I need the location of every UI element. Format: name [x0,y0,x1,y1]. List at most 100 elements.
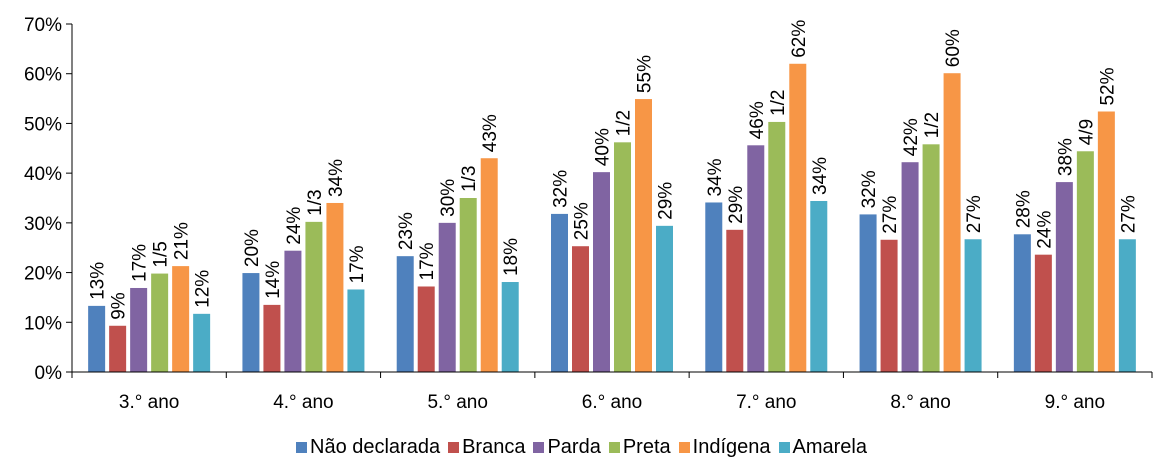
data-label: 21% [172,222,193,260]
data-label: 1/2 [614,110,635,136]
bar [305,221,323,372]
data-label: 24% [284,207,305,245]
legend-item: Não declarada [296,436,440,459]
legend-label: Amarela [792,436,867,458]
y-tick-label: 70% [24,15,62,36]
bar [572,246,589,372]
bar [901,162,919,372]
bar [109,325,127,372]
legend-swatch [778,442,790,453]
data-label: 55% [635,55,656,93]
bar [1034,254,1052,372]
data-label: 27% [880,196,901,234]
bar [480,158,498,372]
data-label: 1/3 [459,166,480,192]
bar [396,256,414,372]
data-label: 25% [572,202,593,240]
bar [1118,239,1136,372]
bar [614,142,631,372]
data-label: 43% [480,114,501,152]
data-label: 20% [242,229,263,267]
legend-swatch [296,442,307,453]
data-label: 13% [88,262,109,300]
y-tick-label: 30% [24,214,62,235]
data-label: 32% [551,170,572,208]
data-label: 14% [263,261,284,299]
y-tick-label: 40% [24,164,62,185]
data-label: 34% [326,159,347,197]
x-category-label: 5.° ano [427,392,487,413]
bar [417,286,435,372]
data-label: 40% [593,128,614,166]
data-label: 27% [964,195,985,233]
legend-label: Indígena [692,436,771,458]
data-label: 32% [859,170,880,208]
data-label: 1/2 [768,90,789,116]
legend-item: Parda [533,436,601,459]
data-label: 18% [501,238,522,276]
data-label: 42% [901,118,922,156]
data-labels: 13% 20% 23% 32% 34% 32% 28% 9% 14% 17% 25% 29% 27% 24… [88,20,1140,320]
legend-label: Não declarada [310,436,441,458]
bar [501,282,519,372]
bar [151,273,169,372]
y-tick-label: 20% [24,264,62,285]
bar [747,145,765,372]
data-label: 27% [1118,195,1139,233]
bar [1097,111,1115,373]
data-label: 1/5 [151,241,172,267]
legend-label: Preta [622,436,671,458]
y-tick-label: 10% [24,313,62,334]
data-label: 17% [130,244,151,282]
bar [326,202,344,372]
x-category-label: 6.° ano [582,392,642,413]
bar [810,200,828,372]
legend-swatch [533,442,545,453]
bar [943,73,961,373]
x-category-label: 9.° ano [1045,392,1105,413]
data-label: 28% [1013,190,1034,228]
legend-swatch [678,442,690,453]
bar [1076,151,1094,372]
legend-label: Parda [547,436,601,458]
data-label: 52% [1097,67,1118,105]
legend-item: Indígena [678,436,771,459]
bar [635,99,652,372]
data-label: 34% [705,158,726,196]
data-label: 29% [656,182,677,220]
data-label: 17% [417,242,438,280]
x-category-label: 3.° ano [119,392,179,413]
legend-swatch [448,442,460,453]
bar [859,214,877,372]
data-label: 30% [438,179,459,217]
data-label: 38% [1055,138,1076,176]
legend-item: Branca [448,436,525,459]
bar [705,202,723,372]
data-label: 1/3 [305,189,326,215]
x-category-label: 7.° ano [736,392,796,413]
data-label: 1/2 [922,112,943,138]
data-label: 4/9 [1076,119,1097,145]
bar [88,305,106,372]
bar [172,266,190,372]
data-label: 9% [109,292,130,320]
data-label: 17% [347,245,368,283]
bar [656,225,673,372]
bar [1013,234,1031,372]
y-tick-label: 60% [24,65,62,86]
y-tick-label: 0% [35,363,63,384]
x-category-label: 8.° ano [890,392,950,413]
bar [193,313,211,372]
y-axis-ticks: 0% 10% 20% 30% 40% 50% 60% 70% [24,15,72,384]
bar [459,198,477,372]
bar [726,229,744,372]
bar [768,121,786,373]
bar [880,239,898,372]
legend-label: Branca [462,436,526,458]
legend: Não declarada Branca Parda Preta Indígena Ama… [0,436,1163,459]
bar [263,304,281,372]
data-label: 60% [943,29,964,67]
legend-swatch [608,442,620,453]
axes [71,24,1153,378]
bar [593,172,610,372]
